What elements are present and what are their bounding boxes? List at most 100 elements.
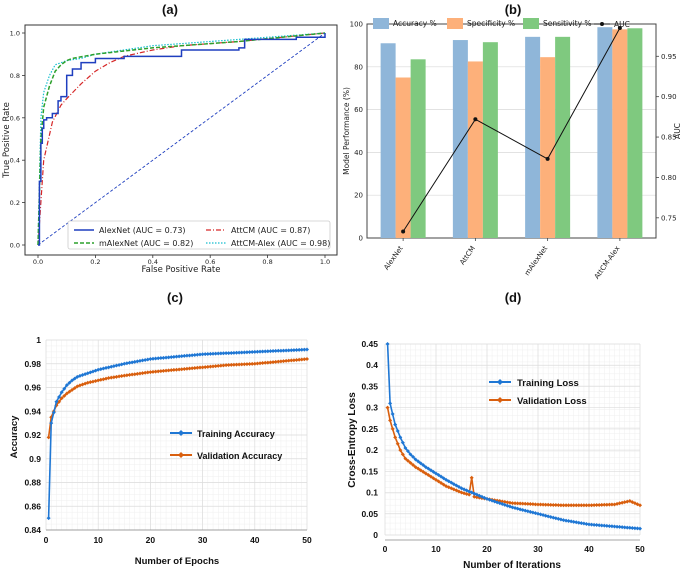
accuracy-val-point [67, 389, 72, 394]
accuracy-val-point [231, 362, 236, 367]
accuracy-val-point [190, 366, 195, 371]
bar-x-tick-label: AttCM [458, 245, 477, 267]
accuracy-y-axis-label: Accuracy [9, 415, 20, 458]
loss-x-ticks: 0 10 20 30 40 50 [383, 544, 645, 554]
loss-train-point [569, 519, 574, 524]
loss-train-point [571, 519, 576, 524]
loss-val-point [400, 452, 405, 457]
loss-y-axis-label: Cross-Entropy Loss [347, 392, 358, 488]
loss-train-point [635, 526, 640, 531]
accuracy-val-point [145, 370, 150, 375]
loss-x-tick-label: 50 [635, 544, 645, 554]
loss-val-point [548, 502, 553, 507]
auc-line [402, 27, 621, 232]
accuracy-val-point [174, 367, 179, 372]
accuracy-train-point [271, 349, 276, 354]
loss-x-tick-label: 40 [584, 544, 594, 554]
roc-y-ticks: 0.0 0.2 0.4 0.6 0.8 1.0 [10, 30, 25, 250]
accuracy-val-point [200, 365, 205, 370]
accuracy-val-point [96, 378, 101, 383]
loss-val-point [579, 503, 584, 508]
roc-x-ticks: 0.0 0.2 0.4 0.6 0.8 1.0 [33, 255, 330, 266]
accuracy-train-point [242, 350, 247, 355]
accuracy-val-point [192, 366, 197, 371]
loss-train-point [599, 523, 604, 528]
bar-sensitivity [627, 28, 643, 239]
accuracy-val-point [137, 371, 142, 376]
bar-y-tick-label: 0 [359, 235, 363, 243]
loss-val-point [413, 465, 418, 470]
accuracy-val-point [211, 364, 216, 369]
accuracy-train-point [166, 355, 171, 360]
accuracy-train-point [164, 355, 169, 360]
accuracy-train-point [62, 386, 67, 391]
accuracy-val-point [299, 357, 304, 362]
accuracy-val-point [169, 368, 174, 373]
loss-val-point [472, 494, 477, 499]
loss-val-point [523, 501, 528, 506]
accuracy-train-point [216, 351, 221, 356]
loss-y-tick-label: 0.25 [361, 424, 378, 434]
accuracy-train-point [213, 351, 218, 356]
accuracy-val-point [70, 387, 75, 392]
loss-val-point [426, 473, 431, 478]
loss-val-point [592, 503, 597, 508]
accuracy-train-point [177, 354, 182, 359]
accuracy-val-point [132, 372, 137, 377]
loss-x-tick-label: 0 [383, 544, 388, 554]
loss-val-point [584, 503, 589, 508]
auc-point [545, 156, 550, 161]
loss-train-point [622, 525, 627, 530]
loss-val-point [418, 468, 423, 473]
loss-train-point [528, 509, 533, 514]
bar-y-ticks: 0 20 40 60 80 100 [350, 21, 363, 243]
bar-x-ticks: AlexNet AttCM mAlexNet AttCM-Alex [383, 238, 622, 281]
bar-y-tick-label: 60 [354, 106, 363, 114]
accuracy-val-point [101, 377, 106, 382]
accuracy-train-point [145, 357, 150, 362]
accuracy-y-tick-label: 0.96 [24, 383, 41, 393]
roc-y-axis-label: True Positive Rate [2, 102, 12, 179]
accuracy-y-tick-label: 1 [36, 335, 41, 345]
accuracy-train-point [250, 349, 255, 354]
loss-train-point [602, 523, 607, 528]
accuracy-train-point [260, 349, 265, 354]
accuracy-val-point [114, 374, 119, 379]
loss-val-point [439, 481, 444, 486]
accuracy-x-tick-label: 20 [146, 535, 156, 545]
accuracy-val-point [85, 380, 90, 385]
loss-legend: Training Loss Validation Loss [489, 378, 587, 407]
loss-val-point [469, 475, 474, 480]
accuracy-val-point [119, 374, 124, 379]
loss-x-tick-label: 20 [482, 544, 492, 554]
loss-val-point [553, 503, 558, 508]
loss-train-point [403, 445, 408, 450]
roc-plot-area [24, 24, 338, 256]
loss-val-point [520, 501, 525, 506]
loss-val-point [423, 471, 428, 476]
roc-x-tick-label: 0.4 [148, 258, 158, 266]
loss-train-point [561, 518, 566, 523]
accuracy-val-point [153, 369, 158, 374]
bar-accuracy [380, 43, 396, 239]
loss-val-point [604, 502, 609, 507]
loss-val-point [569, 503, 574, 508]
loss-train-point [434, 471, 438, 476]
loss-legend-marker-train [497, 379, 503, 385]
roc-line-malexnet [37, 32, 326, 246]
bar-y-tick-label: 80 [354, 63, 363, 71]
accuracy-val-point [305, 357, 309, 361]
roc-y-tick-label: 0.2 [10, 199, 20, 207]
accuracy-val-point [64, 391, 69, 396]
accuracy-train-point [171, 354, 176, 359]
roc-legend-box [67, 220, 331, 250]
accuracy-val-point [177, 367, 182, 372]
accuracy-val-point [158, 369, 163, 374]
accuracy-train-point [197, 352, 202, 357]
roc-x-tick-label: 0.2 [90, 258, 100, 266]
accuracy-val-point [258, 361, 263, 366]
bar-x-tick-label: AttCM-Alex [593, 245, 622, 281]
loss-val-point [431, 476, 436, 481]
accuracy-x-tick-label: 0 [44, 535, 49, 545]
loss-y-tick-label: 0.3 [366, 403, 378, 413]
